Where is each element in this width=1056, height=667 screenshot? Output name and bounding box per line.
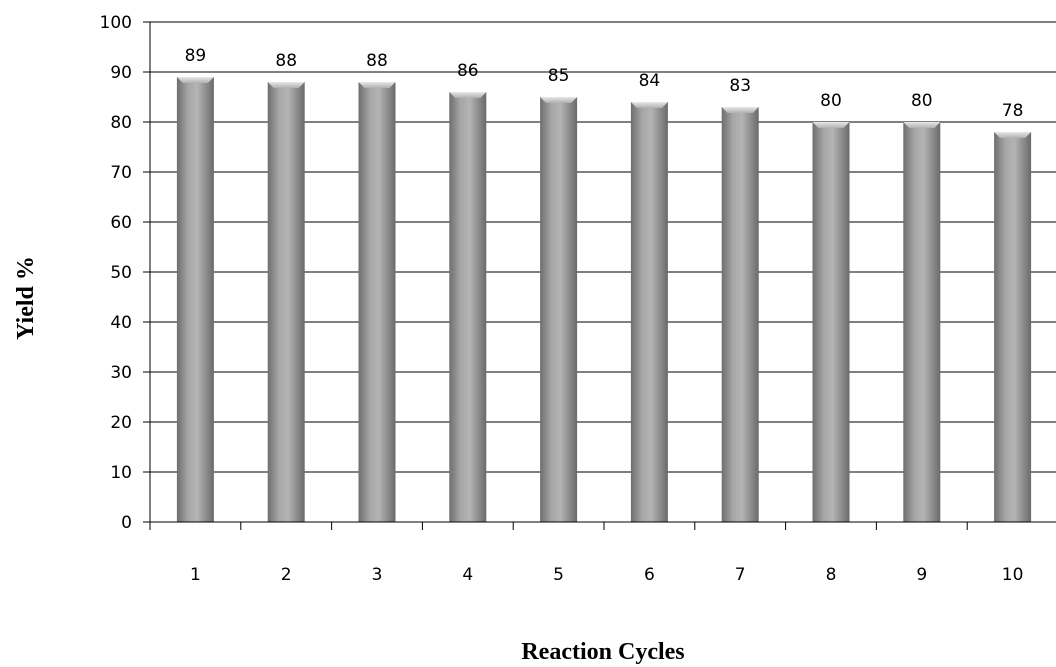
data-label: 83 <box>729 76 751 96</box>
bar <box>267 82 305 522</box>
y-tick-label: 90 <box>110 63 132 83</box>
bar-top-bevel <box>267 82 305 88</box>
axes <box>143 21 1056 530</box>
bar-top-bevel <box>358 82 396 88</box>
bar <box>903 122 941 522</box>
y-tick-labels: 0 10 20 30 40 50 60 70 80 90 100 <box>100 13 132 533</box>
y-tick-label: 100 <box>100 13 132 33</box>
bar <box>994 132 1032 522</box>
y-tick-label: 50 <box>110 263 132 283</box>
x-axis-title: Reaction Cycles <box>521 639 684 665</box>
bar-top-bevel <box>994 132 1032 138</box>
bar <box>630 102 668 522</box>
y-tick-label: 70 <box>110 163 132 183</box>
x-tick-labels: 1 2 3 4 5 6 7 8 9 10 <box>190 565 1023 585</box>
x-tick-label: 2 <box>281 565 292 585</box>
bar-top-bevel <box>449 92 487 98</box>
x-tick-label: 5 <box>553 565 564 585</box>
bar <box>540 97 578 522</box>
x-tick-label: 6 <box>644 565 655 585</box>
bar-top-bevel <box>903 122 941 128</box>
bar-top-bevel <box>630 102 668 108</box>
bar-top-bevel <box>721 107 759 113</box>
data-label: 89 <box>185 46 207 66</box>
data-label: 85 <box>548 66 570 86</box>
bar-top-bevel <box>540 97 578 103</box>
bar-top-bevel <box>176 77 214 83</box>
x-tick-label: 1 <box>190 565 201 585</box>
x-tick-label: 10 <box>1002 565 1024 585</box>
y-tick-label: 60 <box>110 213 132 233</box>
data-labels: 89 88 88 86 85 84 83 80 80 78 <box>185 46 1024 121</box>
bar <box>358 82 396 522</box>
data-label: 86 <box>457 61 479 81</box>
y-tick-label: 10 <box>110 463 132 483</box>
bar <box>812 122 850 522</box>
bar-top-bevel <box>812 122 850 128</box>
x-tick-label: 8 <box>826 565 837 585</box>
x-tick-label: 3 <box>372 565 383 585</box>
y-tick-label: 30 <box>110 363 132 383</box>
x-tick-label: 9 <box>916 565 927 585</box>
bars <box>176 77 1032 522</box>
data-label: 80 <box>911 91 933 111</box>
bar <box>721 107 759 522</box>
data-label: 78 <box>1002 101 1024 121</box>
x-tick-label: 7 <box>735 565 746 585</box>
bar <box>176 77 214 522</box>
y-tick-label: 0 <box>121 513 132 533</box>
data-label: 84 <box>639 71 661 91</box>
data-label: 88 <box>366 51 388 71</box>
y-tick-label: 40 <box>110 313 132 333</box>
x-tick-label: 4 <box>462 565 473 585</box>
y-axis-title: Yield % <box>13 256 39 340</box>
data-label: 80 <box>820 91 842 111</box>
y-tick-label: 20 <box>110 413 132 433</box>
bar <box>449 92 487 522</box>
y-tick-label: 80 <box>110 113 132 133</box>
data-label: 88 <box>275 51 297 71</box>
